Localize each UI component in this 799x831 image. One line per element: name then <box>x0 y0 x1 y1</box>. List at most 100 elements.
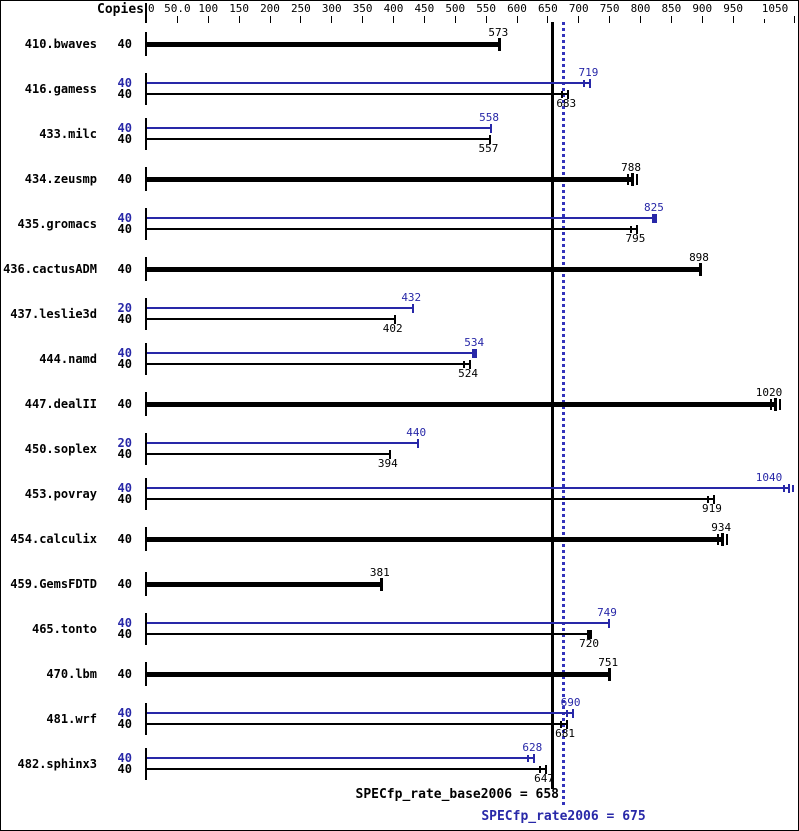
copies-label: 20 <box>117 436 132 450</box>
bar-end-cap <box>489 134 492 144</box>
value-label: 720 <box>579 637 600 650</box>
bar-end-cap <box>651 213 657 223</box>
benchmark-label: 482.sphinx3 <box>17 757 97 771</box>
bar-end-cap <box>787 483 790 493</box>
axis-line-segment <box>145 298 147 330</box>
summary-base-result: SPECfp_rate_base2006 = 658 <box>355 787 560 802</box>
axis-line-segment <box>145 73 147 105</box>
axis-tick <box>763 19 765 23</box>
bar-peak <box>147 217 656 219</box>
value-label: 573 <box>488 26 509 39</box>
copies-label: 40 <box>117 262 132 276</box>
bar-end-cap <box>388 449 391 459</box>
axis-tick <box>269 16 271 23</box>
axis-tick <box>732 16 734 23</box>
value-label: 558 <box>479 111 499 124</box>
benchmark-label: 481.wrf <box>46 712 97 726</box>
axis-tick-label: 450 <box>414 2 435 15</box>
axis-tick <box>331 16 333 23</box>
bar-peak <box>147 757 535 759</box>
copies-label: 40 <box>117 346 132 360</box>
value-label: 381 <box>369 566 390 579</box>
axis-tick-label: 750 <box>599 2 620 15</box>
copies-label: 40 <box>117 121 132 135</box>
copies-label: 40 <box>117 762 132 776</box>
copies-label: 40 <box>117 751 132 765</box>
axis-tick-label: 600 <box>507 2 527 15</box>
bar-base <box>147 401 777 407</box>
axis-tick-label: 350 <box>352 2 373 15</box>
axis-tick <box>516 16 518 23</box>
run-tick <box>630 225 633 233</box>
bar-end-cap <box>417 438 420 448</box>
bar-peak <box>147 127 492 129</box>
copies-label: 40 <box>117 577 132 591</box>
bar-base <box>147 633 592 635</box>
value-label: 683 <box>556 97 577 110</box>
bar-base <box>147 671 611 677</box>
bar-base <box>147 723 568 725</box>
value-label: 749 <box>597 606 617 619</box>
bar-end-cap <box>774 397 778 411</box>
bar-end-cap <box>712 494 715 504</box>
run-tick <box>627 173 630 185</box>
bar-end-cap <box>571 708 574 718</box>
bar-peak <box>147 712 573 714</box>
run-tick <box>565 709 568 717</box>
bar-end-cap <box>533 753 536 763</box>
copies-label: 40 <box>117 222 132 236</box>
copies-label: 40 <box>117 706 132 720</box>
bar-end-cap <box>589 78 592 88</box>
benchmark-label: 470.lbm <box>46 667 97 681</box>
bar-base <box>147 768 547 770</box>
run-tick <box>560 720 563 728</box>
bar-peak <box>147 307 414 309</box>
benchmark-label: 450.soplex <box>24 442 97 456</box>
axis-tick <box>300 16 302 23</box>
benchmark-label: 444.namd <box>39 352 97 366</box>
bar-end-cap <box>631 172 635 186</box>
copies-label: 40 <box>117 211 132 225</box>
axis-tick-label: 700 <box>568 2 589 15</box>
axis-tick-label: 550 <box>476 2 497 15</box>
copies-label: 40 <box>117 667 132 681</box>
bar-end-cap <box>379 577 383 591</box>
bar-end-cap <box>498 37 502 51</box>
value-label: 557 <box>478 142 499 155</box>
bar-base <box>147 318 395 320</box>
bar-end-cap <box>567 89 570 99</box>
bar-peak <box>147 622 609 624</box>
axis-tick-label: 900 <box>692 2 713 15</box>
axis-tick-label: 650 <box>537 2 558 15</box>
bar-peak <box>147 442 419 444</box>
copies-label: 40 <box>117 312 132 326</box>
bar-end-cap <box>636 224 639 234</box>
bar-end-cap <box>699 262 702 276</box>
axis-tick <box>207 16 209 23</box>
run-tick <box>779 398 782 410</box>
run-tick <box>706 495 709 503</box>
run-tick <box>717 533 720 545</box>
bar-end-cap <box>469 359 472 369</box>
bar-base <box>147 138 491 140</box>
benchmark-label: 436.cactusADM <box>3 262 97 276</box>
benchmark-label: 453.povray <box>24 487 97 501</box>
axis-tick <box>701 16 703 23</box>
benchmark-label: 435.gromacs <box>17 217 97 231</box>
axis-line-segment <box>145 572 147 596</box>
axis-line-segment <box>145 118 147 150</box>
run-tick <box>791 484 794 492</box>
value-label: 432 <box>401 291 422 304</box>
axis-tick-label: 850 <box>661 2 682 15</box>
benchmark-label: 465.tonto <box>31 622 97 636</box>
benchmark-label: 416.gamess <box>24 82 97 96</box>
peak-mean-line <box>561 22 565 806</box>
axis-tick-label: 300 <box>321 2 342 15</box>
axis-tick <box>393 16 394 23</box>
axis-tick-label: 50.0 <box>164 2 191 15</box>
benchmark-label: 459.GemsFDTD <box>10 577 97 591</box>
copies-label: 40 <box>117 627 132 641</box>
axis-tick <box>176 16 178 23</box>
value-label: 934 <box>711 521 732 534</box>
